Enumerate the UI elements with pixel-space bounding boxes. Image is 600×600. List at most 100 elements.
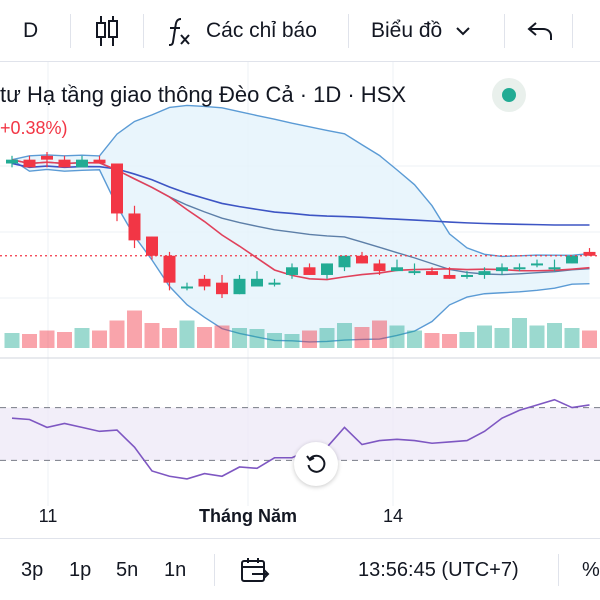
volume-bar bbox=[162, 328, 177, 348]
clock-label: 13:56:45 (UTC+7) bbox=[358, 558, 519, 581]
toolbar-divider bbox=[348, 14, 349, 48]
volume-bar bbox=[39, 330, 55, 348]
candle-body bbox=[513, 267, 526, 270]
time-axis-label: 11 bbox=[38, 506, 58, 526]
volume-bar bbox=[232, 328, 247, 348]
volume-bar bbox=[389, 325, 405, 348]
candle-body bbox=[41, 155, 53, 160]
price-chart[interactable] bbox=[0, 62, 600, 538]
candle-body bbox=[303, 267, 316, 275]
reset-icon bbox=[306, 454, 326, 473]
volume-bar bbox=[302, 330, 317, 348]
short-moving-average-line bbox=[11, 158, 590, 281]
candle-body bbox=[426, 271, 438, 275]
chevron-down-icon bbox=[456, 26, 470, 36]
volume-bar bbox=[354, 327, 370, 348]
volume-bar bbox=[197, 327, 212, 348]
candle-body bbox=[146, 236, 158, 256]
interval-label: D bbox=[23, 19, 39, 42]
volume-bar bbox=[477, 325, 492, 348]
volume-bar bbox=[57, 332, 72, 348]
bollinger-bands bbox=[11, 104, 590, 343]
indicators-button[interactable]: Các chỉ báo bbox=[166, 0, 317, 62]
range-1p-button[interactable]: 1p bbox=[69, 539, 91, 600]
candle-body bbox=[216, 282, 228, 295]
volume-bar bbox=[109, 320, 125, 348]
volume-bar bbox=[249, 329, 265, 348]
volume-bar bbox=[529, 325, 545, 348]
reset-chart-button[interactable] bbox=[294, 442, 338, 486]
candle-body bbox=[391, 267, 403, 272]
toolbar-divider bbox=[504, 14, 505, 48]
candlesticks bbox=[6, 151, 596, 299]
toolbar-divider bbox=[572, 14, 573, 48]
market-open-dot-icon bbox=[502, 88, 516, 102]
percent-scale-toggle[interactable]: % bbox=[582, 539, 600, 600]
candle-body bbox=[583, 251, 596, 256]
candle-body bbox=[76, 159, 88, 168]
range-5n-button[interactable]: 5n bbox=[116, 539, 138, 600]
candle-body bbox=[321, 263, 333, 275]
calendar-goto-icon bbox=[241, 558, 270, 582]
volume-bar bbox=[4, 333, 20, 348]
top-toolbar: D Các chỉ báo Biểu đồ bbox=[0, 0, 600, 62]
timezone-clock[interactable]: 13:56:45 (UTC+7) bbox=[358, 539, 519, 600]
volume-bar bbox=[74, 328, 90, 348]
volume-bars bbox=[4, 310, 597, 348]
candle-body bbox=[93, 159, 106, 164]
price-change-percent: +0.38%) bbox=[0, 118, 68, 138]
candle-body bbox=[443, 274, 456, 279]
indicators-label: Các chỉ báo bbox=[206, 19, 317, 42]
candle-body bbox=[268, 282, 281, 285]
chart-type-dropdown[interactable]: Biểu đồ bbox=[371, 0, 470, 62]
range-1n-button[interactable]: 1n bbox=[164, 539, 186, 600]
long-moving-average-line bbox=[11, 162, 590, 226]
candle-body bbox=[58, 159, 71, 168]
chart-type-label: Biểu đồ bbox=[371, 19, 443, 42]
candle-body bbox=[233, 278, 246, 295]
volume-bar bbox=[512, 318, 527, 348]
function-icon bbox=[166, 15, 192, 47]
volume-bar bbox=[407, 330, 422, 348]
volume-bar bbox=[442, 334, 457, 348]
candle-body bbox=[23, 159, 36, 168]
undo-icon[interactable] bbox=[527, 0, 553, 62]
moving-averages bbox=[11, 158, 590, 281]
volume-bar bbox=[127, 310, 142, 348]
volume-bar bbox=[547, 323, 562, 348]
bollinger-band-fill bbox=[12, 105, 590, 342]
range-label: 5n bbox=[116, 558, 139, 581]
candle-body bbox=[111, 163, 123, 214]
range-3p-button[interactable]: 3p bbox=[21, 539, 43, 600]
volume-bar bbox=[459, 332, 475, 348]
bottom-toolbar: 3p 1p 5n 1n 13:56:45 (UTC+7) % bbox=[0, 538, 600, 600]
time-axis-label: 14 bbox=[382, 506, 404, 526]
candle-body bbox=[478, 271, 491, 275]
time-axis-label-month: Tháng Năm bbox=[198, 506, 298, 526]
volume-bar bbox=[284, 334, 300, 348]
range-label: 1p bbox=[69, 558, 92, 581]
range-label: 1n bbox=[164, 558, 187, 581]
volume-bar bbox=[337, 323, 352, 348]
candle-body bbox=[461, 274, 473, 277]
candle-body bbox=[338, 255, 351, 268]
go-to-date-button[interactable] bbox=[240, 539, 270, 600]
candlestick-icon[interactable] bbox=[95, 0, 119, 62]
candle-body bbox=[356, 255, 368, 264]
candle-body bbox=[163, 255, 176, 283]
candle-body bbox=[373, 263, 386, 272]
volume-bar bbox=[214, 325, 230, 348]
volume-bar bbox=[92, 330, 107, 348]
candle-body bbox=[496, 267, 508, 272]
candle-body bbox=[198, 278, 211, 287]
candle-body bbox=[286, 267, 298, 275]
market-status-indicator[interactable] bbox=[492, 78, 526, 112]
symbol-legend-title[interactable]: tư Hạ tầng giao thông Đèo Cả · 1D · HSX bbox=[0, 82, 407, 107]
bollinger-upper-line bbox=[11, 104, 590, 258]
bollinger-lower-line bbox=[11, 159, 590, 343]
volume-bar bbox=[22, 334, 37, 348]
volume-bar bbox=[424, 333, 440, 348]
interval-button[interactable]: D bbox=[23, 0, 38, 62]
candle-body bbox=[566, 255, 578, 264]
volume-bar bbox=[144, 323, 160, 348]
